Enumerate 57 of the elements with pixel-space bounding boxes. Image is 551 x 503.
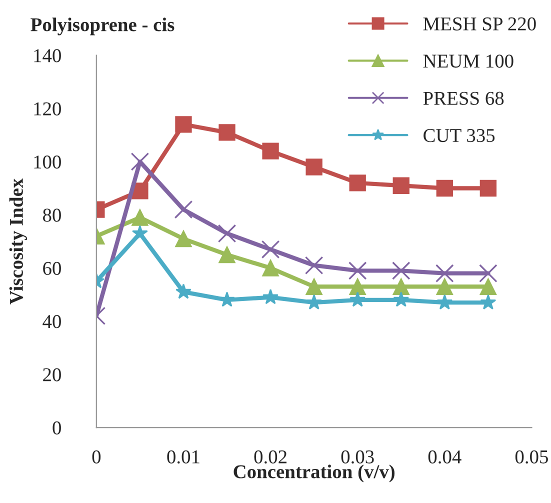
- x-tick-label: 0.03: [341, 450, 374, 464]
- chart-title: Polyisoprene - cis: [30, 18, 174, 36]
- point: [306, 294, 322, 310]
- point: [132, 225, 148, 240]
- point: [480, 278, 497, 295]
- y-tick-label: 80: [43, 208, 61, 222]
- point: [175, 230, 192, 248]
- point: [436, 180, 453, 197]
- y-tick-label: 120: [34, 102, 61, 116]
- point: [261, 240, 280, 259]
- y-tick-label: 100: [34, 155, 61, 169]
- legend-label: MESH SP 220: [423, 17, 536, 30]
- point: [479, 264, 498, 283]
- point: [262, 260, 279, 276]
- point: [306, 278, 322, 295]
- point: [393, 292, 410, 307]
- point: [132, 209, 148, 226]
- point: [218, 246, 236, 264]
- point: [218, 224, 236, 243]
- point: [219, 292, 235, 307]
- y-tick-label: 0: [52, 421, 61, 434]
- point: [218, 124, 236, 141]
- point: [436, 294, 453, 310]
- x-tick-label: 0.04: [428, 450, 462, 464]
- legend-label: NEUM 100: [423, 54, 514, 68]
- y-tick-label: 40: [42, 315, 61, 328]
- x-tick-label: 0.05: [515, 450, 548, 464]
- point: [306, 158, 322, 176]
- point: [392, 177, 410, 194]
- point: [348, 262, 367, 280]
- point: [176, 284, 192, 299]
- point: [132, 182, 148, 200]
- point: [130, 152, 150, 171]
- point: [480, 294, 496, 310]
- point: [349, 174, 366, 192]
- point: [262, 288, 278, 304]
- point: [304, 256, 324, 275]
- y-axis-title: Viscosity Index: [9, 178, 27, 304]
- point: [262, 142, 279, 160]
- y-tick-label: 140: [34, 49, 61, 62]
- x-axis-title: Concentration (v/v): [234, 464, 394, 482]
- x-tick-label: 0.02: [254, 450, 286, 464]
- point: [435, 264, 454, 283]
- x-tick-label: 0.01: [167, 450, 200, 464]
- point: [436, 278, 453, 295]
- point: [350, 292, 366, 307]
- point: [174, 200, 193, 219]
- legend-label: PRESS 68: [423, 92, 504, 105]
- x-tick-label: 0: [92, 450, 101, 464]
- point: [349, 278, 366, 295]
- point: [480, 180, 497, 197]
- point: [392, 262, 410, 280]
- point: [392, 278, 410, 295]
- y-tick-label: 60: [43, 262, 61, 275]
- point: [175, 116, 192, 133]
- legend-label: CUT 335: [424, 129, 495, 142]
- y-tick-label: 20: [43, 368, 61, 382]
